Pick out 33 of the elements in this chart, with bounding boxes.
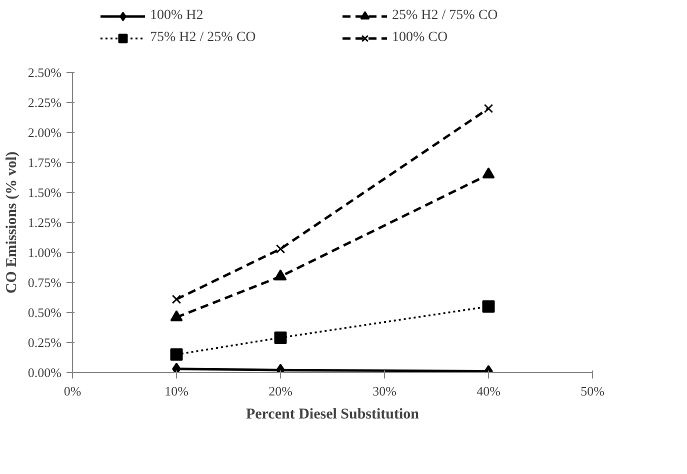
x-tick-label: 30% (372, 384, 397, 398)
point (172, 294, 182, 304)
x-tick-label: 10% (164, 384, 189, 398)
point (170, 310, 183, 322)
y-tick-label: 1.75% (28, 155, 62, 170)
legend-label: 75% H2 / 25% CO (150, 30, 257, 46)
point (276, 244, 286, 254)
point (274, 331, 287, 344)
legend-label: 100% CO (392, 30, 449, 46)
legend-label: 100% H2 (150, 8, 204, 24)
x-axis-title: Percent Diesel Substitution (246, 406, 420, 422)
y-tick-label: 2.25% (28, 95, 62, 110)
y-tick-label: 1.25% (28, 215, 62, 230)
y-axis-title: CO Emissions (% vol) (4, 151, 20, 294)
y-tick-label: 0.50% (28, 305, 62, 320)
legend-label: 25% H2 / 75% CO (392, 8, 499, 24)
x-tick-label: 20% (268, 384, 293, 398)
point (170, 348, 183, 361)
point (484, 104, 494, 114)
y-tick-label: 2.00% (28, 125, 62, 140)
point (482, 167, 495, 178)
point (482, 300, 495, 313)
y-tick-label: 1.00% (28, 245, 62, 260)
x-tick-label: 40% (476, 384, 501, 398)
y-tick-label: 0.75% (28, 275, 62, 290)
x-tick-label: 0% (64, 384, 82, 398)
y-tick-label: 0.25% (28, 335, 62, 350)
point (172, 362, 181, 372)
y-tick-label: 1.50% (28, 185, 62, 200)
y-tick-label: 2.50% (28, 65, 62, 80)
y-tick-label: 0.00% (28, 365, 62, 380)
point (274, 269, 287, 280)
x-tick-label: 50% (580, 384, 605, 398)
